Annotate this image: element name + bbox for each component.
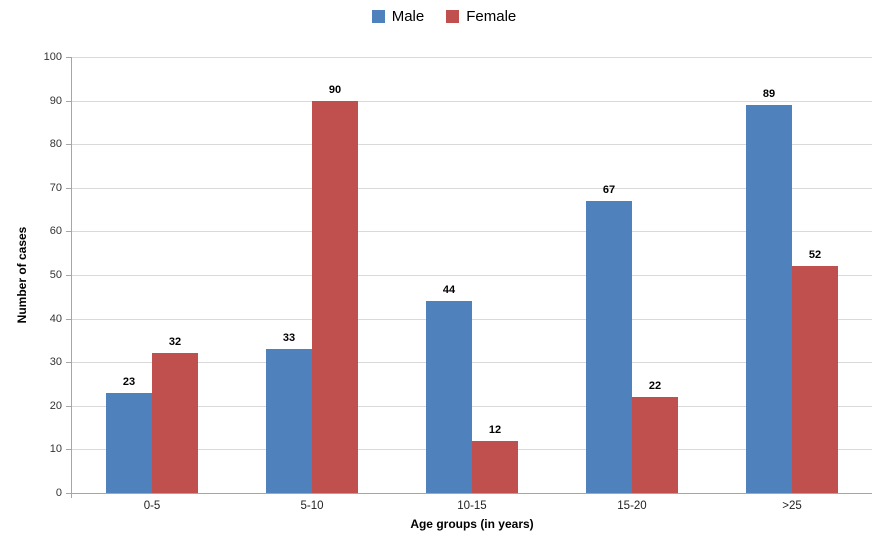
x-tick-label: 0-5 [143,500,161,512]
bar-female-15-20 [632,397,678,493]
y-axis-tick [66,362,71,364]
bar-male-5-10 [266,349,312,493]
bar-female-10-15 [472,440,518,493]
legend-item-female: Female [446,8,516,25]
gridline [72,231,872,233]
bar-value-label: 44 [442,284,456,297]
gridline [72,100,872,102]
y-tick-label: 70 [49,181,62,194]
bar-male-15-20 [586,200,632,493]
y-tick-label: 90 [49,94,62,107]
gridline [72,144,872,146]
legend-item-male: Male [371,8,425,25]
y-axis-tick [66,100,71,102]
bar-value-label: 32 [168,336,182,349]
y-tick-label: 50 [49,269,62,281]
bar-value-label: 67 [602,183,616,196]
y-tick-label: 30 [49,356,62,369]
y-tick-label: 40 [49,312,62,325]
plot-area: 0 10 20 30 40 50 60 70 80 90 100 23 32 0-5 33 90 5-10 44 1… [44,51,872,512]
bar-female-5-10 [312,100,358,493]
x-tick-label: >25 [782,500,802,512]
y-axis-line [71,57,72,498]
x-tick-label: 10-15 [457,500,487,512]
bar-value-label: 52 [808,249,822,262]
chart-legend: Male Female [0,8,888,25]
y-tick-label: 0 [55,487,62,499]
gridline [72,318,872,320]
legend-swatch-female [446,10,460,23]
y-tick-label: 100 [43,51,62,63]
bar-male-0-5 [106,392,152,493]
bar-value-label: 33 [282,332,296,345]
y-axis-tick [66,275,71,276]
gridline [72,187,872,189]
y-tick-label: 10 [49,443,62,456]
gridline [72,362,872,364]
y-axis-tick [66,493,71,494]
bar-value-label: 22 [648,380,662,393]
y-axis-tick [66,449,71,451]
bar-value-label: 89 [762,87,776,100]
bar-value-label: 23 [122,375,136,388]
bar-male->25 [746,104,792,493]
bar-male-10-15 [426,301,472,493]
x-axis-title: Age groups (in years) [410,517,534,531]
x-axis-line [71,493,872,494]
x-tick-label: 15-20 [617,500,647,512]
bar-female->25 [792,266,838,493]
y-tick-label: 20 [49,399,62,412]
y-axis-tick [66,57,71,58]
y-axis-title: Number of cases [15,226,29,324]
x-tick-label: 5-10 [300,500,324,512]
legend-label: Female [466,8,517,25]
legend-swatch-male [371,10,385,23]
legend-label: Male [391,8,425,25]
gridline [72,57,872,58]
y-axis-tick [66,144,71,146]
y-tick-label: 60 [49,225,62,238]
y-axis-tick [66,405,71,407]
gridline [72,405,872,407]
gridline [72,275,872,276]
y-axis-tick [66,318,71,320]
bar-female-0-5 [152,353,198,493]
y-axis-tick [66,231,71,233]
bar-value-label: 90 [328,83,342,96]
bar-value-label: 12 [488,423,502,436]
y-axis-tick [66,187,71,189]
y-tick-label: 80 [49,138,62,151]
